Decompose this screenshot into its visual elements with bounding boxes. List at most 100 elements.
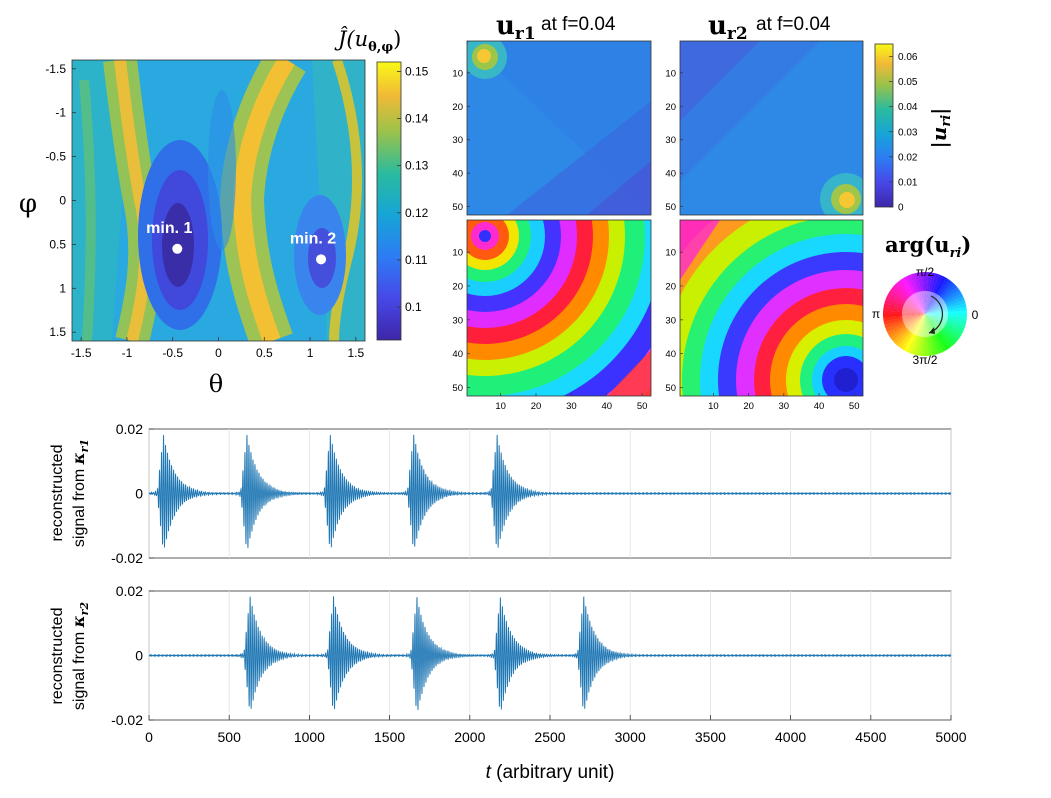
heatmap-y-ticks: -1.5 -1 -0.5 0 0.5 1 1.5 bbox=[45, 62, 76, 339]
ur2-title: ur2 bbox=[708, 11, 748, 44]
phase-wheel-sector bbox=[925, 279, 952, 314]
heatmap-y-label: φ bbox=[19, 189, 37, 219]
mode-x-tick-label: 30 bbox=[779, 401, 790, 412]
mode-y-tick-label: 30 bbox=[452, 135, 463, 146]
phase-wheel-sector bbox=[890, 314, 925, 342]
phase-wheel-sector bbox=[925, 272, 936, 314]
heatmap-x-ticks: -1.5 -1 -0.5 0 0.5 1 1.5 bbox=[71, 337, 365, 360]
phase-wheel-sector bbox=[925, 281, 955, 314]
colorbar-tick-label: 0.12 bbox=[405, 206, 429, 220]
heatmap-y-tick-label: 0 bbox=[59, 194, 66, 208]
phase-wheel-sector bbox=[925, 275, 946, 314]
heatmap-x-tick-label: 0.5 bbox=[256, 346, 273, 360]
phase-wheel-sector bbox=[925, 314, 950, 351]
signal-plot-2-x-ticks: 0 500 1000 1500 2000 2500 3000 3500 4000 4500 5000 bbox=[145, 715, 967, 745]
ur1-phase-map bbox=[467, 220, 651, 396]
signal-x-tick-label: 0 bbox=[145, 729, 153, 745]
mode-y-tick-label: 20 bbox=[665, 102, 676, 113]
phase-wheel-sector bbox=[913, 272, 925, 314]
mode-y-tick-label: 40 bbox=[452, 169, 463, 180]
magnitude-colorbar-tick-label: 0.02 bbox=[898, 152, 918, 163]
mode-y-tick-label: 50 bbox=[665, 202, 676, 213]
mode-map-ticks: 10 20 30 40 50 10 20 30 40 50 10 10 20 20 30 30 40 40 50 50… bbox=[452, 68, 859, 412]
heatmap-y-tick-label: 0.5 bbox=[49, 237, 66, 251]
mode-maps: ur1 at f=0.04 ur2 at f=0.04 bbox=[452, 11, 978, 412]
minimum-marker-2 bbox=[316, 254, 327, 265]
signal-y-tick-label: 0.02 bbox=[116, 421, 143, 437]
ur1-magnitude-map bbox=[467, 41, 651, 215]
phase-wheel-sector bbox=[882, 310, 925, 315]
heatmap-y-tick-label: -1.5 bbox=[45, 62, 66, 76]
heatmap-y-tick-label: -1 bbox=[55, 106, 66, 120]
signal-x-tick-label: 500 bbox=[218, 729, 242, 745]
phase-wheel-title: arg(uri) bbox=[885, 232, 971, 261]
phase-wheel-sector bbox=[925, 314, 940, 355]
signal-plot-2-y-ticks: 0.02 0 -0.02 bbox=[111, 583, 154, 728]
phase-wheel-sector bbox=[888, 314, 925, 339]
phase-wheel-sector bbox=[925, 296, 965, 314]
phase-wheel-sector bbox=[897, 279, 925, 314]
minimum-label-2: min. 2 bbox=[290, 230, 336, 247]
heatmap-colorbar bbox=[376, 61, 402, 341]
heatmap-y-tick-label: 1 bbox=[59, 281, 66, 295]
phase-wheel-sector bbox=[907, 274, 925, 314]
heatmap-y-tick-label: 1.5 bbox=[49, 325, 66, 339]
phase-wheel-sector bbox=[925, 314, 967, 325]
phase-wheel-sector bbox=[925, 272, 933, 314]
phase-wheel-sector bbox=[925, 299, 966, 314]
heatmap-x-tick-label: 1 bbox=[307, 346, 314, 360]
signal-x-tick-label: 2500 bbox=[534, 729, 565, 745]
phase-wheel-arrowhead bbox=[929, 327, 935, 334]
phase-wheel-sector bbox=[925, 314, 967, 322]
magnitude-colorbar-tick-label: 0.05 bbox=[898, 77, 918, 88]
signal-x-tick-label: 1500 bbox=[374, 729, 405, 745]
signal-x-tick-label: 1000 bbox=[294, 729, 325, 745]
ur1-title: ur1 bbox=[496, 11, 536, 44]
signal-y-tick-label: -0.02 bbox=[111, 712, 143, 728]
ur2-title-suffix: at f=0.04 bbox=[756, 14, 831, 35]
mode-x-tick-label: 50 bbox=[849, 401, 860, 412]
signal-2-series bbox=[148, 596, 952, 711]
signal-plot-2: 0.020-0.02 0 500 1000 1500 2000 2500 3000 3500 4… bbox=[49, 583, 967, 783]
phase-wheel-sector bbox=[903, 275, 925, 314]
phase-wheel-sector bbox=[925, 314, 965, 332]
mode-x-tick-label: 10 bbox=[708, 401, 719, 412]
phase-wheel-sector bbox=[883, 314, 925, 326]
phase-wheel-sector bbox=[925, 277, 950, 314]
magnitude-colorbar bbox=[874, 43, 894, 208]
heatmap-x-label: θ bbox=[209, 370, 223, 398]
ur2-phase-map bbox=[680, 220, 863, 396]
magnitude-colorbar-label: |uri| bbox=[927, 108, 954, 149]
phase-wheel-sector bbox=[885, 296, 925, 314]
phase-wheel-sector bbox=[904, 314, 925, 353]
heatmap-x-tick-label: -0.5 bbox=[162, 346, 183, 360]
magnitude-colorbar-ticks: 0.06 0.05 0.04 0.03 0.02 0.01 0 bbox=[889, 52, 918, 214]
cost-heatmap: -1.5 -1 -0.5 0 0.5 1 1.5 -1.5 -1 -0.5 0 0.5 1 1.5 mi… bbox=[19, 26, 429, 398]
phase-wheel-center bbox=[901, 290, 949, 338]
phase-wheel-sector bbox=[895, 314, 925, 347]
mode-y-tick-label: 10 bbox=[452, 248, 463, 259]
phase-wheel-sector bbox=[917, 314, 925, 356]
signal-y-tick-label: 0.02 bbox=[116, 583, 143, 599]
phase-wheel-sector bbox=[925, 314, 962, 339]
phase-wheel-sector bbox=[925, 313, 968, 318]
minimum-label-1: min. 1 bbox=[146, 220, 192, 237]
ur1-title-suffix: at f=0.04 bbox=[541, 14, 616, 35]
magnitude-colorbar-tick-label: 0.04 bbox=[898, 102, 918, 113]
mode-x-tick-label: 20 bbox=[743, 401, 754, 412]
phase-wheel-sector bbox=[886, 314, 925, 336]
mode-y-tick-label: 20 bbox=[452, 282, 463, 293]
heatmap-x-tick-label: -1 bbox=[122, 346, 133, 360]
mode-y-tick-label: 20 bbox=[452, 102, 463, 113]
colorbar-tick-label: 0.1 bbox=[405, 300, 422, 314]
magnitude-colorbar-tick-label: 0.06 bbox=[898, 52, 918, 63]
phase-wheel-sector bbox=[900, 277, 925, 314]
mode-y-tick-label: 30 bbox=[665, 135, 676, 146]
phase-wheel-sector bbox=[925, 286, 960, 314]
heatmap-colorbar-ticks: 0.15 0.14 0.13 0.12 0.11 0.1 bbox=[397, 64, 429, 314]
signal-x-tick-label: 3000 bbox=[615, 729, 646, 745]
mode-x-tick-label: 50 bbox=[637, 401, 648, 412]
colorbar-tick-label: 0.15 bbox=[405, 64, 429, 78]
phase-wheel-sector bbox=[890, 287, 925, 314]
